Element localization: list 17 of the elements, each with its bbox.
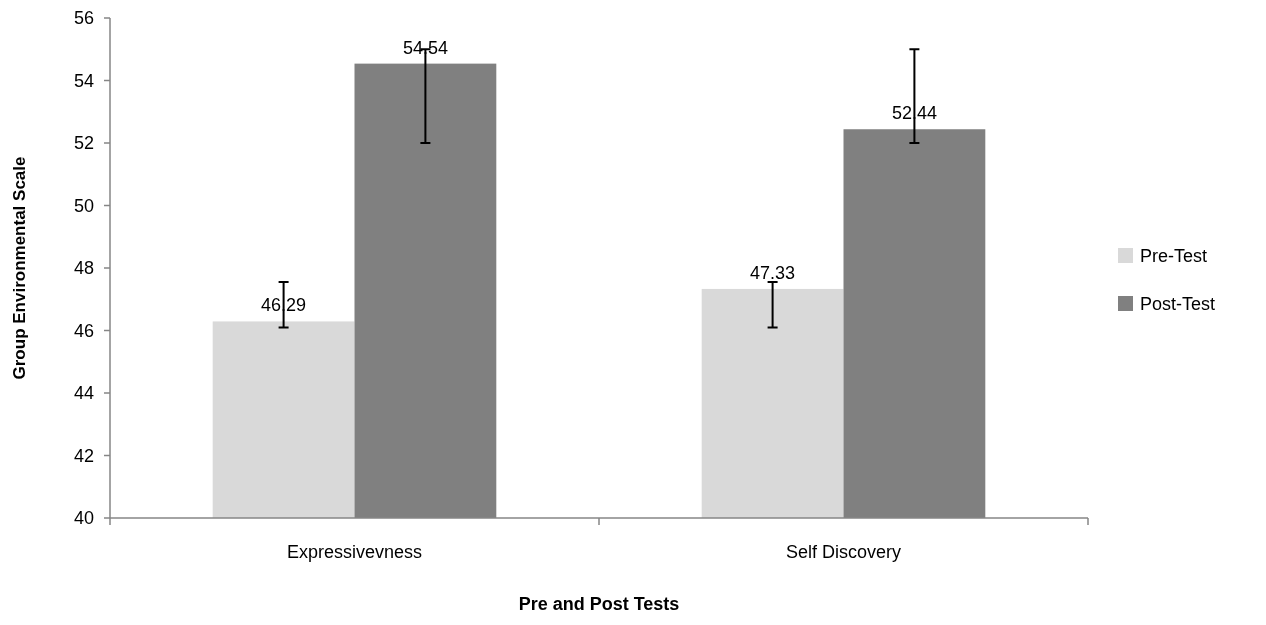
x-tick-label: Self Discovery xyxy=(785,542,902,562)
y-tick-label: 54 xyxy=(73,70,95,91)
x-tick-label: Expressivevness xyxy=(286,542,423,562)
y-tick-label: 52 xyxy=(73,133,95,154)
legend-label: Post-Test xyxy=(1140,294,1216,315)
y-tick-label: 42 xyxy=(73,445,95,466)
y-tick-label: 40 xyxy=(73,508,95,529)
y-tick-label: 48 xyxy=(73,258,95,279)
y-tick-label: 46 xyxy=(73,320,95,341)
data-label: 54.54 xyxy=(402,37,448,58)
y-axis-title: Group Environmental Scale xyxy=(10,156,29,380)
data-label: 47.33 xyxy=(750,262,796,283)
y-tick-label: 56 xyxy=(73,8,95,29)
y-tick-label: 44 xyxy=(73,383,95,404)
legend-label: Pre-Test xyxy=(1140,246,1208,267)
x-axis-title: Pre and Post Tests xyxy=(518,594,680,614)
y-tick-label: 50 xyxy=(73,195,95,216)
